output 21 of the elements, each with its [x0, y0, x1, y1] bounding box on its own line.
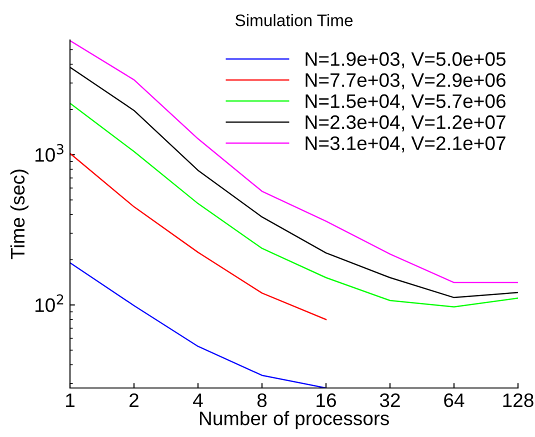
- legend-label: N=1.5e+04, V=5.7e+06: [306, 94, 506, 110]
- legend-label: N=2.3e+04, V=1.2e+07: [306, 115, 506, 132]
- x-tick-label: 2: [130, 393, 138, 407]
- x-tick-label: 8: [257, 393, 267, 408]
- chart-title: Simulation Time: [235, 14, 353, 26]
- x-tick-label: 16: [316, 393, 336, 408]
- legend-label: N=3.1e+04, V=2.1e+07: [306, 136, 506, 152]
- legend-label: N=7.7e+03, V=2.9e+06: [306, 73, 506, 90]
- line-series: [70, 152, 327, 320]
- x-tick-label: 128: [503, 393, 534, 408]
- x-tick-label: 1: [66, 394, 74, 407]
- line-series: [70, 262, 327, 388]
- legend-label: N=1.9e+03, V=5.0e+05: [306, 52, 506, 68]
- y-tick-label: 10$^{2}$: [36, 294, 64, 312]
- x-tick-label: 32: [380, 393, 400, 408]
- line-series: [70, 40, 518, 284]
- x-tick-label: 64: [444, 393, 464, 408]
- y-tick-label: 10$^{3}$: [36, 144, 64, 162]
- x-axis-title: Number of processors: [200, 410, 389, 430]
- x-tick-label: 4: [193, 394, 203, 407]
- y-axis-title: Time (sec): [10, 170, 28, 260]
